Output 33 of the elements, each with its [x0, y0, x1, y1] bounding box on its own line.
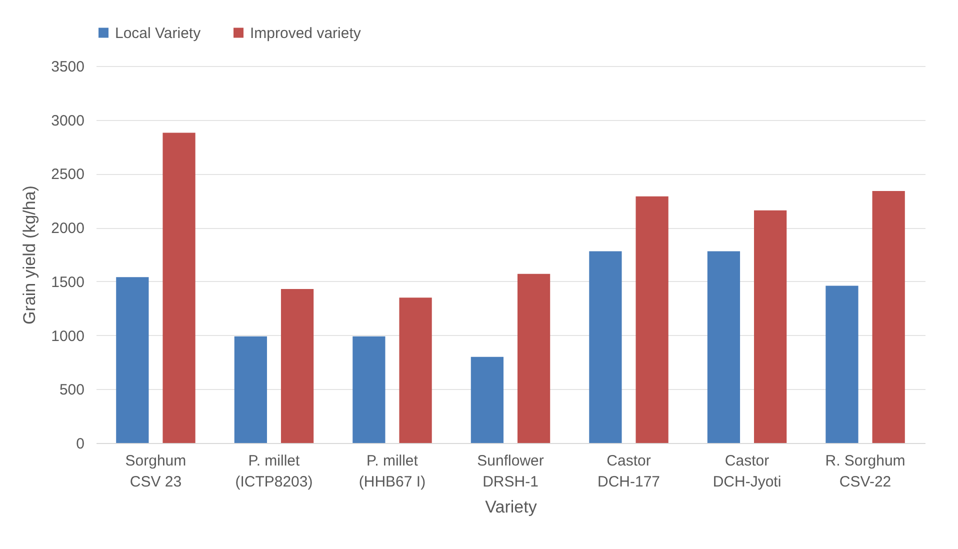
bar — [826, 286, 858, 443]
x-axis-title: Variety — [485, 498, 538, 516]
bar — [352, 336, 386, 443]
bar — [280, 288, 314, 443]
bar — [470, 356, 504, 443]
y-tick-label: 1000 — [51, 328, 84, 345]
y-tick-label: 1500 — [51, 274, 84, 291]
bar — [754, 210, 787, 443]
bar — [589, 251, 622, 443]
bar — [116, 277, 149, 443]
bar — [399, 298, 432, 443]
x-tick-label: P. millet (ICTP8203) — [235, 452, 313, 490]
y-tick-label: 2000 — [51, 220, 84, 238]
y-tick-label: 3000 — [51, 112, 84, 130]
bar — [707, 251, 740, 443]
y-tick-label: 500 — [59, 382, 84, 399]
bar — [162, 132, 196, 443]
x-tick-label: Castor DCH-Jyoti — [712, 452, 782, 490]
y-axis-title: Grain yield (kg/ha) — [20, 186, 40, 324]
x-tick-label: P. millet (HHB67 I) — [358, 452, 426, 490]
y-tick-label: 3500 — [51, 58, 84, 76]
x-tick-label: Sorghum CSV 23 — [125, 452, 186, 490]
legend-label: Local Variety — [115, 24, 202, 42]
legend-label: Improved variety — [250, 24, 362, 42]
x-tick-label: Castor DCH-177 — [597, 452, 660, 490]
x-tick-label: Sunflower DRSH-1 — [477, 452, 544, 490]
bar — [872, 190, 905, 443]
y-tick-label: 2500 — [51, 166, 84, 184]
x-tick-label: R. Sorghum CSV-22 — [825, 452, 906, 490]
bar — [636, 196, 668, 443]
bar — [234, 336, 267, 443]
bar — [517, 274, 550, 443]
y-tick-label: 0 — [76, 436, 84, 452]
